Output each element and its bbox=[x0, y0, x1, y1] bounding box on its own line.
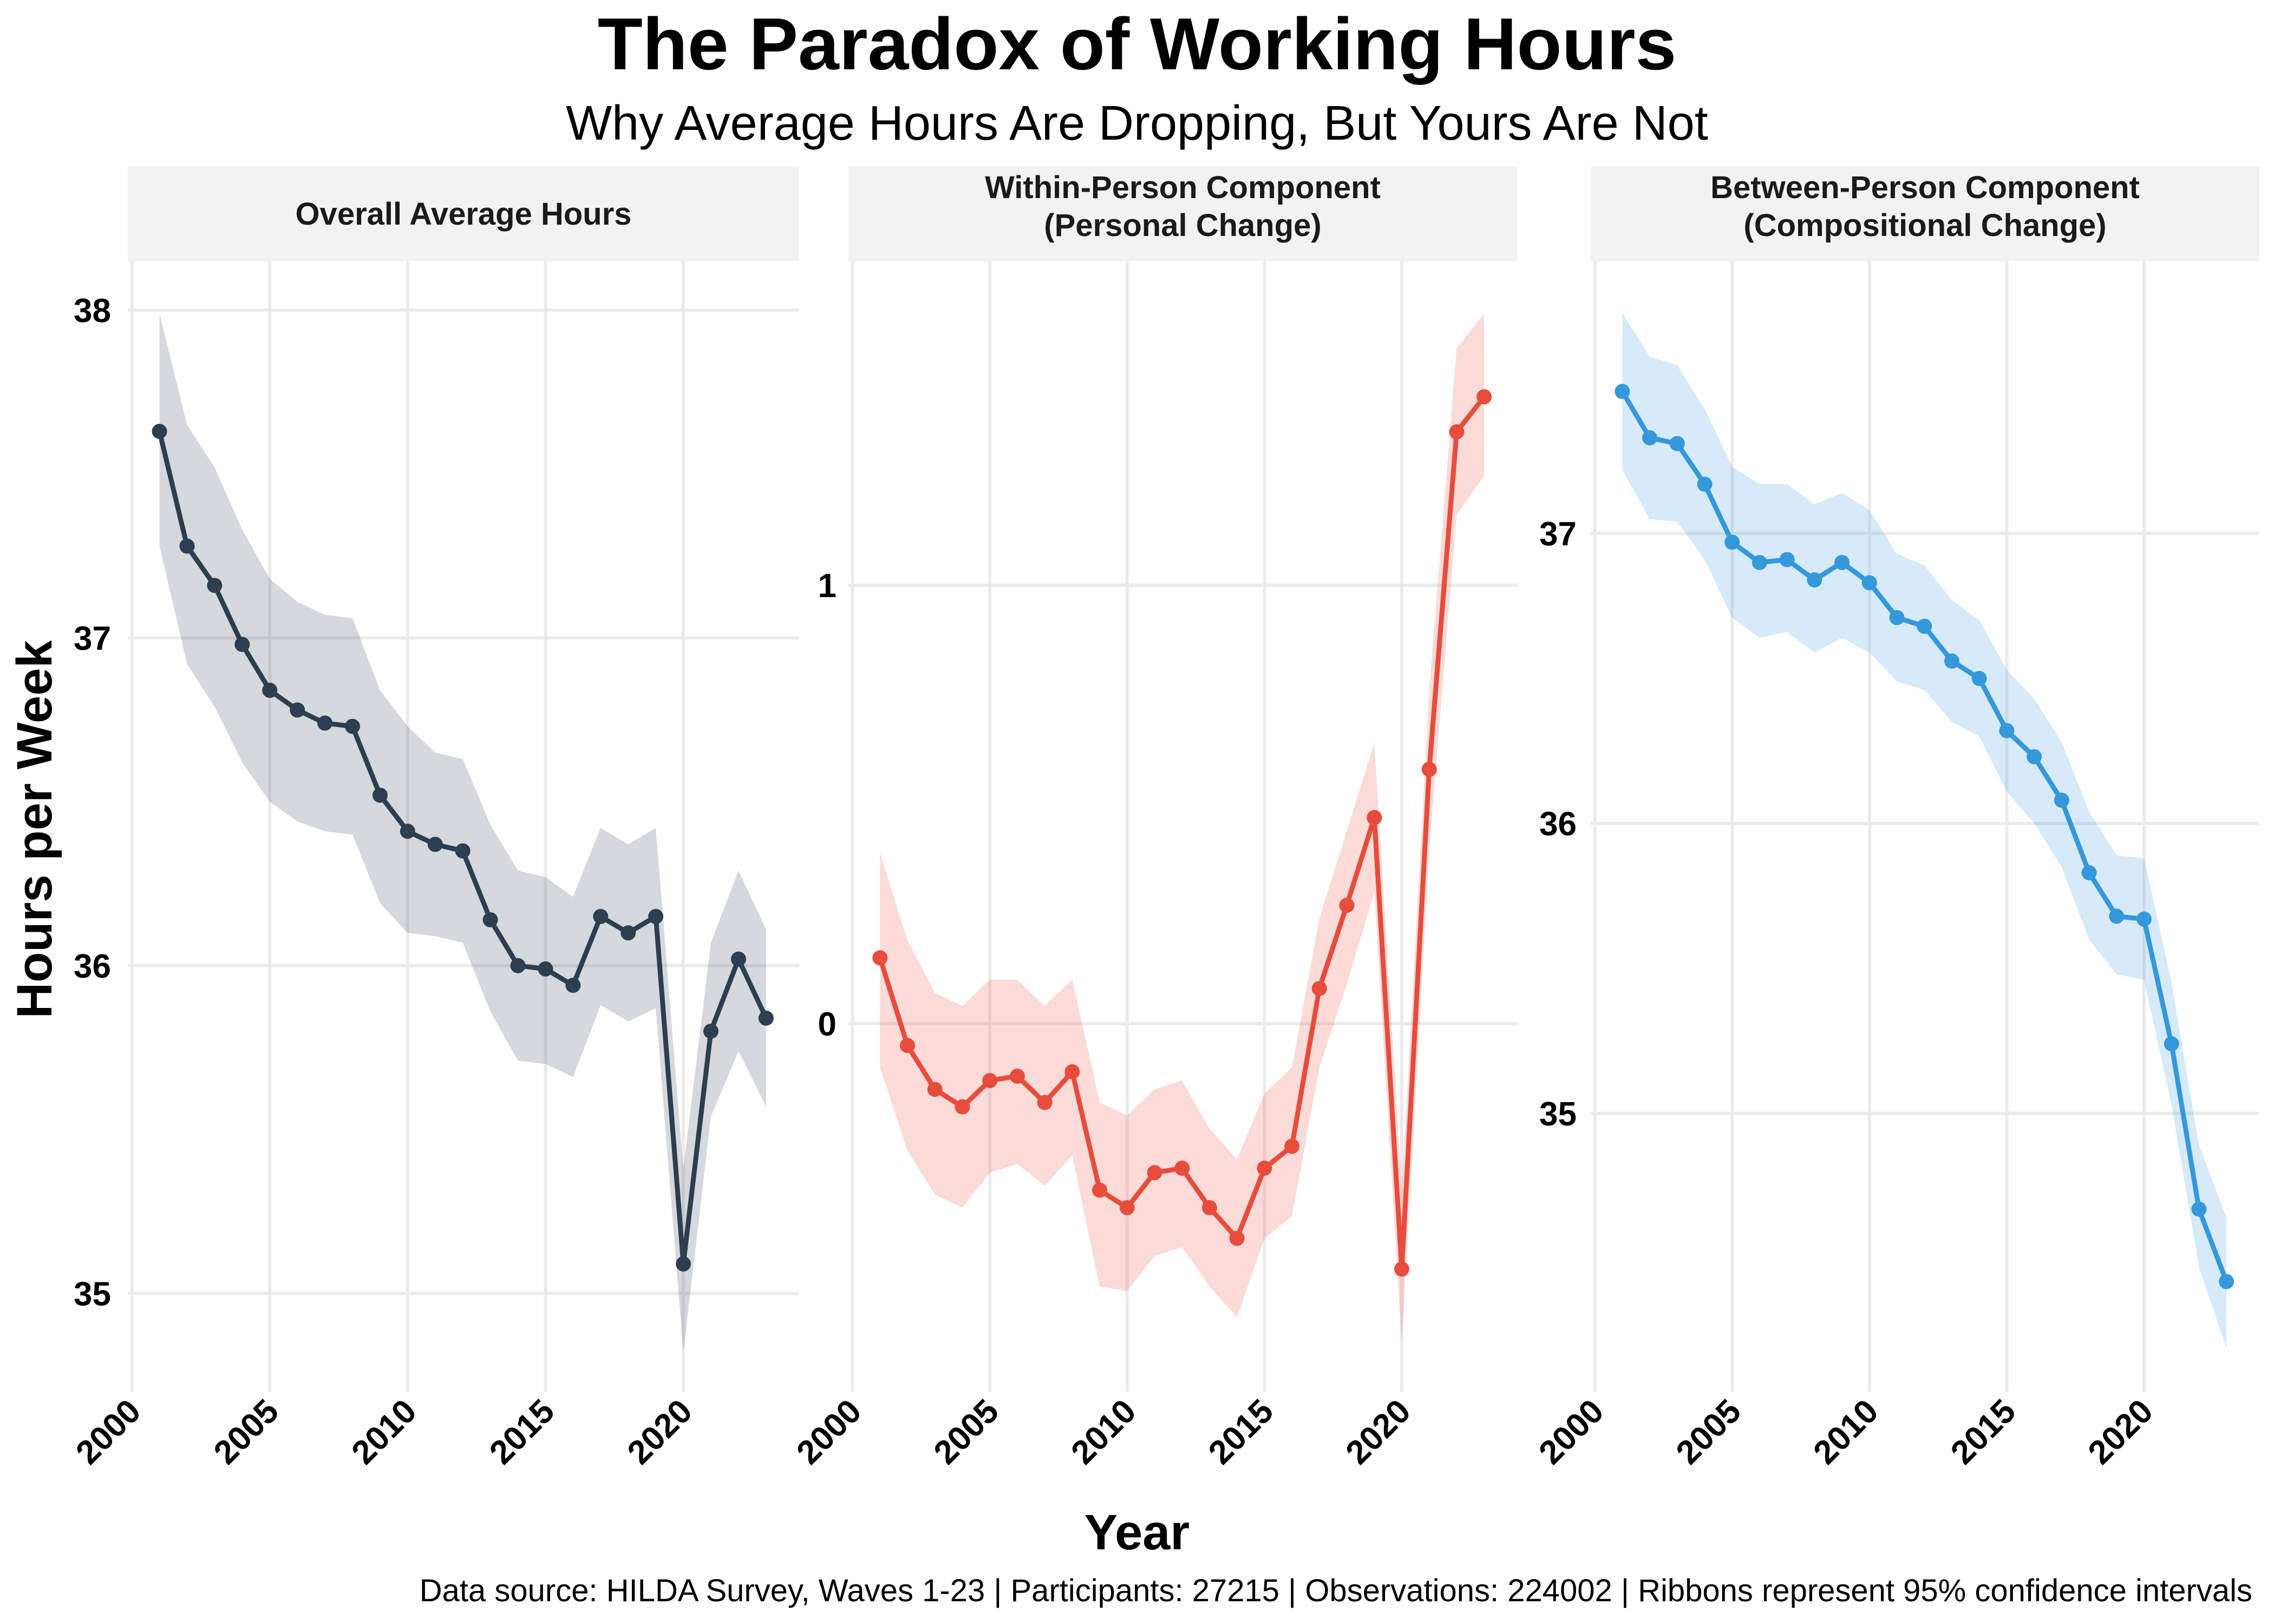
data-point bbox=[1807, 572, 1822, 588]
data-point bbox=[872, 950, 888, 966]
data-point bbox=[927, 1082, 943, 1097]
data-point bbox=[1394, 1261, 1409, 1277]
confidence-ribbon bbox=[1622, 313, 2227, 1348]
data-point bbox=[510, 958, 526, 973]
data-point bbox=[482, 912, 498, 928]
y-tick-label: 36 bbox=[1539, 806, 1577, 843]
data-point bbox=[1311, 981, 1327, 997]
data-point bbox=[317, 715, 333, 731]
data-point bbox=[290, 702, 305, 718]
data-point bbox=[900, 1038, 916, 1053]
data-point bbox=[1449, 424, 1465, 440]
chart-subtitle: Why Average Hours Are Dropping, But Your… bbox=[566, 96, 1708, 150]
data-point bbox=[1009, 1069, 1025, 1084]
data-point bbox=[2109, 908, 2125, 924]
data-point bbox=[758, 1010, 774, 1026]
data-point bbox=[179, 538, 195, 554]
y-tick-label: 0 bbox=[818, 1006, 837, 1043]
data-point bbox=[1284, 1138, 1300, 1154]
data-point bbox=[1697, 476, 1713, 492]
y-tick-label: 37 bbox=[1539, 516, 1577, 553]
data-point bbox=[345, 718, 361, 734]
chart-caption: Data source: HILDA Survey, Waves 1-23 | … bbox=[420, 1573, 2252, 1608]
data-point bbox=[1861, 575, 1877, 591]
data-point bbox=[1917, 618, 1932, 634]
data-point bbox=[1889, 610, 1905, 625]
data-point bbox=[648, 909, 664, 925]
data-point bbox=[2219, 1274, 2234, 1289]
strip-background bbox=[848, 167, 1517, 261]
panel-3: Between-Person Component(Compositional C… bbox=[1532, 167, 2259, 1471]
data-point bbox=[400, 823, 415, 839]
data-point bbox=[676, 1256, 691, 1272]
data-point bbox=[2164, 1036, 2179, 1052]
data-point bbox=[593, 909, 609, 925]
y-tick-label: 35 bbox=[1539, 1096, 1577, 1133]
data-point bbox=[1669, 436, 1685, 451]
data-point bbox=[703, 1023, 719, 1039]
data-point bbox=[207, 578, 223, 593]
strip-background bbox=[1591, 167, 2259, 261]
data-point bbox=[1944, 653, 1959, 669]
chart-title: The Paradox of Working Hours bbox=[598, 3, 1676, 85]
data-point bbox=[1367, 810, 1382, 826]
data-point bbox=[1064, 1064, 1080, 1079]
data-point bbox=[2191, 1201, 2207, 1217]
data-point bbox=[1476, 389, 1492, 405]
x-axis-title: Year bbox=[1084, 1505, 1190, 1560]
data-point bbox=[620, 925, 636, 941]
data-point bbox=[1752, 555, 1767, 571]
y-tick-label: 37 bbox=[74, 620, 111, 657]
data-point bbox=[234, 637, 250, 652]
data-point bbox=[152, 423, 167, 439]
data-point bbox=[1834, 555, 1850, 571]
data-point bbox=[455, 843, 471, 859]
data-point bbox=[1421, 762, 1437, 777]
data-point bbox=[1999, 723, 2015, 738]
data-point bbox=[1642, 430, 1658, 446]
y-tick-label: 38 bbox=[74, 292, 111, 330]
strip-background bbox=[128, 167, 799, 261]
data-point bbox=[730, 951, 746, 967]
data-point bbox=[1257, 1161, 1272, 1176]
data-point bbox=[1229, 1230, 1245, 1246]
y-tick-label: 36 bbox=[74, 948, 111, 985]
data-point bbox=[982, 1073, 998, 1089]
strip-label: (Personal Change) bbox=[1044, 208, 1321, 243]
data-point bbox=[1174, 1161, 1190, 1176]
data-point bbox=[372, 787, 388, 803]
data-point bbox=[427, 836, 443, 852]
strip-label: Overall Average Hours bbox=[295, 197, 631, 232]
strip-label: Between-Person Component bbox=[1710, 170, 2140, 205]
data-point bbox=[2081, 865, 2097, 881]
data-point bbox=[955, 1099, 970, 1115]
data-point bbox=[565, 978, 581, 993]
data-point bbox=[538, 961, 553, 977]
data-point bbox=[262, 683, 278, 698]
data-point bbox=[1147, 1165, 1162, 1181]
y-axis-title: Hours per Week bbox=[7, 640, 62, 1019]
strip-label: Within-Person Component bbox=[985, 170, 1381, 205]
strip-label: (Compositional Change) bbox=[1743, 208, 2106, 243]
data-point bbox=[2027, 749, 2042, 764]
y-tick-label: 1 bbox=[818, 567, 837, 605]
data-point bbox=[2136, 911, 2152, 927]
data-point bbox=[1779, 552, 1795, 567]
data-point bbox=[1201, 1200, 1217, 1215]
data-point bbox=[2054, 793, 2069, 808]
data-point bbox=[1971, 671, 1987, 686]
data-point bbox=[1119, 1200, 1135, 1215]
data-point bbox=[1615, 384, 1630, 400]
data-point bbox=[1724, 534, 1740, 550]
data-point bbox=[1339, 898, 1355, 913]
data-point bbox=[1092, 1182, 1108, 1198]
data-point bbox=[1037, 1095, 1053, 1110]
confidence-ribbon bbox=[159, 313, 766, 1353]
y-tick-label: 35 bbox=[74, 1275, 111, 1313]
